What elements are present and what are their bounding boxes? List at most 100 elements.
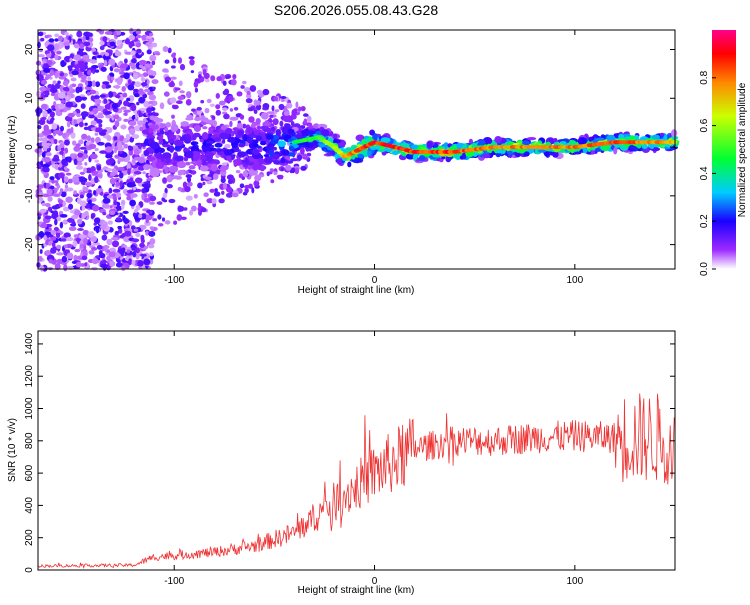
snr-y-tick-label: 1400: [24, 332, 35, 355]
spectrogram-noise-blob: [223, 113, 230, 120]
spectrogram-noise-blob: [68, 65, 73, 72]
spectrogram-band-blob: [177, 169, 186, 175]
spectrogram-noise-blob: [189, 59, 195, 66]
spectrogram-noise-blob: [280, 96, 287, 99]
spectrogram-noise-blob: [106, 135, 112, 142]
spectrogram-noise-blob: [123, 100, 129, 107]
spectrogram-noise-blob: [113, 196, 118, 202]
spectrogram-noise-blob: [141, 183, 149, 188]
spectrogram-band-blob: [214, 143, 223, 148]
spectrogram-band-blob: [143, 164, 151, 171]
spectrogram-noise-blob: [242, 80, 247, 85]
spectrogram-noise-blob: [39, 86, 47, 92]
spectrogram-noise-blob: [140, 234, 145, 241]
snr-y-ticks: 0 200 400 600 800 1000 1200 1400: [24, 332, 675, 573]
spectrogram-noise-blob: [157, 201, 163, 205]
spectrogram-noise-blob: [46, 134, 54, 139]
spectrogram-band-blob: [432, 153, 441, 158]
spectrogram-noise-blob: [262, 103, 270, 110]
spectrogram-noise-blob: [122, 244, 128, 249]
spectrogram-noise-blob: [193, 194, 198, 199]
spectrogram-noise-blob: [246, 93, 252, 99]
spectrogram-band-blob: [290, 158, 298, 162]
spectrogram-band-blob: [262, 121, 272, 127]
spectrogram-band-blob: [202, 119, 211, 123]
spectrogram-noise-blob: [101, 234, 108, 241]
spectrogram-noise-blob: [209, 103, 215, 108]
spectrogram-x-tick-label: 100: [566, 275, 583, 286]
spectrogram-noise-blob: [221, 162, 228, 166]
spectrogram-y-tick-label: 0: [24, 144, 35, 150]
spectrogram-noise-blob: [79, 43, 84, 50]
spectrogram-band-blob: [169, 145, 174, 153]
spectrogram-noise-blob: [43, 234, 47, 241]
spectrogram-band-blob: [305, 130, 316, 135]
spectrogram-noise-blob: [95, 127, 103, 133]
spectrogram-band-blob: [233, 160, 238, 167]
spectrogram-noise-blob: [161, 217, 166, 222]
snr-x-tick-label: 100: [566, 576, 583, 587]
spectrogram-noise-blob: [155, 52, 161, 56]
spectrogram-noise-blob: [131, 238, 140, 243]
spectrogram-noise-blob: [222, 182, 228, 190]
spectrogram-band-blob: [270, 139, 279, 145]
spectrogram-band-blob: [606, 134, 616, 142]
spectrogram-noise-blob: [54, 218, 58, 226]
spectrogram-noise-blob: [60, 125, 64, 132]
spectrogram-noise-blob: [102, 197, 111, 204]
spectrogram-noise-blob: [136, 101, 140, 106]
spectrogram-noise-blob: [139, 242, 145, 248]
spectrogram-noise-blob: [111, 76, 115, 81]
spectrogram-noise-blob: [69, 57, 73, 63]
spectrogram-noise-blob: [291, 167, 296, 174]
spectrogram-noise-blob: [140, 77, 146, 82]
spectrogram-noise-blob: [68, 178, 73, 184]
spectrogram-noise-blob: [96, 55, 103, 59]
spectrogram-noise-blob: [116, 141, 122, 149]
spectrogram-noise-blob: [65, 101, 74, 108]
spectrogram-noise-blob: [135, 232, 141, 238]
spectrogram-noise-blob: [114, 120, 120, 128]
spectrogram-noise-blob: [66, 91, 71, 95]
spectrogram-noise-blob: [148, 38, 154, 43]
spectrogram-noise-blob: [108, 251, 116, 258]
spectrogram-noise-blob: [71, 176, 80, 183]
spectrogram-band-blob: [174, 155, 184, 162]
spectrogram-noise-blob: [91, 65, 99, 69]
spectrogram-band-blob: [272, 118, 279, 126]
spectrogram-band-blob: [273, 171, 278, 176]
spectrogram-noise-blob: [150, 57, 155, 62]
spectrogram-noise-blob: [142, 171, 146, 175]
spectrogram-band-blob: [482, 153, 491, 159]
spectrogram-noise-blob: [145, 214, 153, 221]
spectrogram-noise-blob: [124, 263, 130, 269]
spectrogram-band-blob: [199, 165, 209, 172]
spectrogram-noise-blob: [88, 143, 97, 149]
snr-y-tick-label: 200: [24, 529, 35, 546]
snr-x-tick-label: -100: [164, 576, 184, 587]
spectrogram-band-blob: [150, 141, 160, 150]
spectrogram-band-blob: [202, 126, 208, 130]
spectrogram-band-blob: [282, 114, 292, 123]
spectrogram-noise-blob: [68, 203, 74, 210]
spectrogram-band-blob: [213, 137, 222, 142]
spectrogram-band-blob: [186, 114, 194, 120]
spectrogram-noise-blob: [306, 152, 312, 157]
spectrogram-noise-blob: [123, 109, 131, 113]
spectrogram-noise-blob: [164, 220, 171, 225]
spectrogram-noise-blob: [60, 191, 67, 198]
spectrogram-noise-blob: [232, 74, 237, 80]
spectrogram-noise-blob: [74, 248, 81, 253]
spectrogram-noise-blob: [280, 98, 285, 103]
spectrogram-band-blob: [577, 137, 587, 146]
spectrogram-band-blob: [434, 142, 438, 149]
spectrogram-noise-blob: [146, 107, 152, 114]
spectrogram-noise-blob: [130, 104, 137, 112]
spectrogram-noise-blob: [209, 188, 215, 193]
spectrogram-noise-blob: [230, 79, 237, 86]
spectrogram-noise-blob: [38, 137, 47, 142]
spectrogram-noise-blob: [60, 61, 66, 68]
spectrogram-noise-blob: [247, 107, 254, 112]
spectrogram-noise-blob: [74, 209, 81, 216]
